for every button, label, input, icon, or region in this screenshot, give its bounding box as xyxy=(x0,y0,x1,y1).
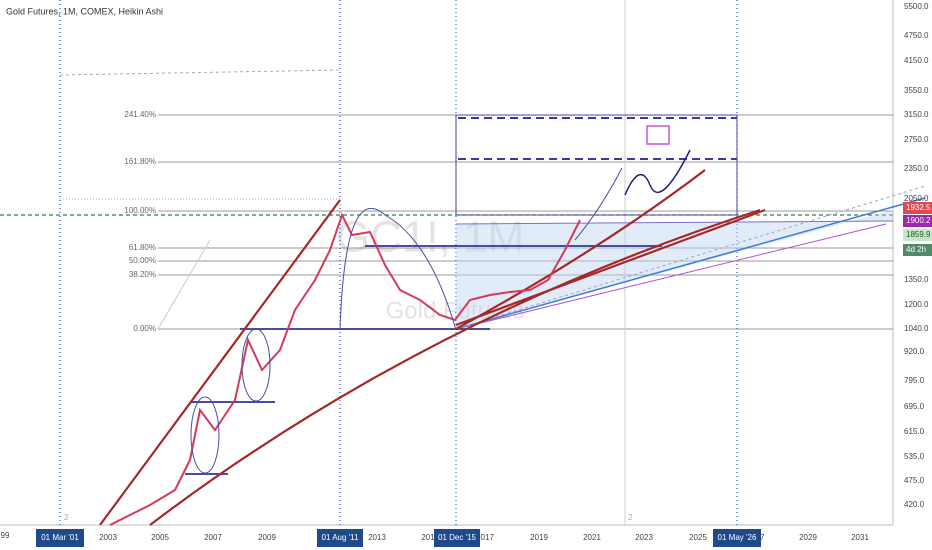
time-markers: 01 Mar '01 01 Aug '11 01 Dec '15 01 May … xyxy=(36,529,761,547)
price-label: 695.0 xyxy=(904,402,925,411)
price-label: 3150.0 xyxy=(904,110,929,119)
price-label: 1040.0 xyxy=(904,324,929,333)
price-label: 795.0 xyxy=(904,376,925,385)
marker-bg xyxy=(713,529,761,547)
time-label: 2017 xyxy=(476,533,494,542)
price-tag-bg xyxy=(903,202,932,214)
price-tag: 1900.2 xyxy=(906,216,931,225)
price-tag: 4d 2h xyxy=(906,245,926,254)
marker-bg xyxy=(434,529,480,547)
price-label: 920.0 xyxy=(904,347,925,356)
time-label: 2009 xyxy=(258,533,276,542)
time-marker: 01 Dec '15 xyxy=(438,533,477,542)
time-label: 201 xyxy=(421,533,435,542)
time-label: 2007 xyxy=(204,533,222,542)
fib-label: 50.00% xyxy=(129,256,156,265)
fib-label: 241.40% xyxy=(124,110,156,119)
fib-trend xyxy=(157,239,211,330)
channel-bottom xyxy=(455,223,887,330)
price-path xyxy=(109,212,581,526)
time-label: 2005 xyxy=(151,533,169,542)
price-label: 615.0 xyxy=(904,427,925,436)
price-label: 5500.0 xyxy=(904,2,929,11)
price-label: 1200.0 xyxy=(904,300,929,309)
price-tag-bg xyxy=(903,229,932,241)
time-label: 2013 xyxy=(368,533,386,542)
target-lines xyxy=(458,117,737,160)
time-label: 2031 xyxy=(851,533,869,542)
watermark-symbol: GC1!, 1M xyxy=(336,213,524,262)
fib-label: 100.00% xyxy=(124,206,156,215)
time-marker: 01 Aug '11 xyxy=(322,533,360,542)
price-label: 475.0 xyxy=(904,476,925,485)
time-label: 2019 xyxy=(530,533,548,542)
line-label: 2 xyxy=(628,513,633,522)
time-marker: 01 Mar '01 xyxy=(41,533,79,542)
dashed-line xyxy=(59,69,341,76)
price-tag: 1932.5 xyxy=(906,203,931,212)
trend-dashed xyxy=(455,185,926,330)
time-label: 2029 xyxy=(799,533,817,542)
fib-label: 161.80% xyxy=(124,157,156,166)
time-label: 2025 xyxy=(689,533,707,542)
price-tag-bg xyxy=(903,244,932,256)
price-label: 2350.0 xyxy=(904,164,929,173)
price-label: 420.0 xyxy=(904,500,925,509)
time-label: 99 xyxy=(1,531,10,540)
chart-title: Gold Futures, 1M, COMEX, Heikin Ashi xyxy=(6,6,163,16)
trend-blue xyxy=(455,197,926,330)
price-label: 4150.0 xyxy=(904,56,929,65)
price-tag: 1859.9 xyxy=(906,230,931,239)
fib-label: 61.80% xyxy=(129,243,156,252)
time-label: 2023 xyxy=(635,533,653,542)
price-label: 3550.0 xyxy=(904,86,929,95)
fib-label: 0.00% xyxy=(133,324,156,333)
fib-lines xyxy=(158,114,893,330)
price-tag-bg xyxy=(903,215,932,227)
price-label: 4750.0 xyxy=(904,31,929,40)
price-axis: 5500.0 4750.0 4150.0 3550.0 3150.0 2750.… xyxy=(904,2,929,509)
drawings xyxy=(190,149,691,474)
red-trends xyxy=(99,169,766,526)
flag-icon xyxy=(646,125,670,145)
price-label: 1350.0 xyxy=(904,275,929,284)
price-label: 2750.0 xyxy=(904,135,929,144)
price-label: 2050.0 xyxy=(904,194,929,203)
time-label: 2021 xyxy=(583,533,601,542)
projection-box xyxy=(455,114,738,216)
time-marker: 01 May '26 xyxy=(718,533,757,542)
marker-bg xyxy=(36,529,84,547)
marker-bg xyxy=(317,529,363,547)
fib-label: 38.20% xyxy=(129,270,156,279)
price-label: 535.0 xyxy=(904,452,925,461)
channel-top xyxy=(455,220,894,225)
time-label: 2003 xyxy=(99,533,117,542)
line-label: 2 xyxy=(64,513,69,522)
